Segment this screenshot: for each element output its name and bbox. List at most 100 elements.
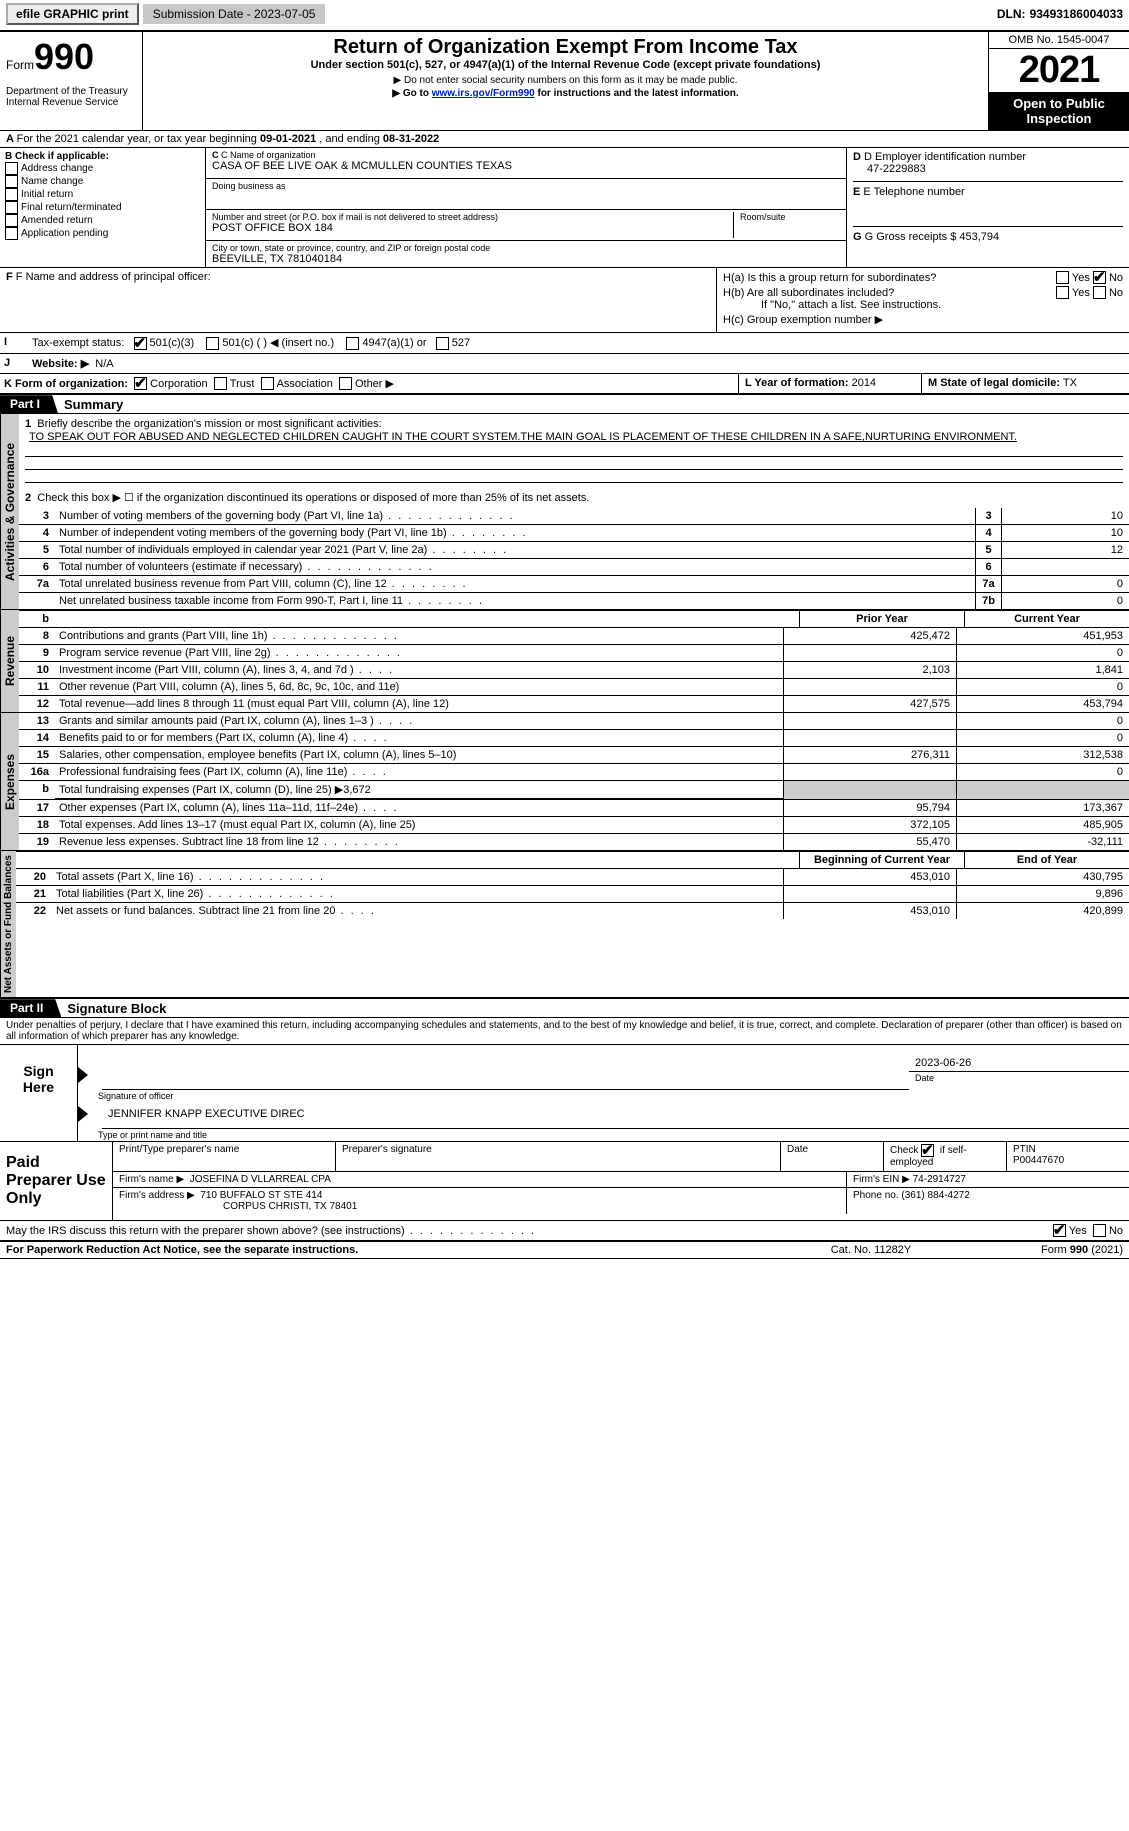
v-line5: 12: [1001, 542, 1129, 558]
perjury-declaration: Under penalties of perjury, I declare th…: [0, 1017, 1129, 1044]
chk-other[interactable]: [339, 377, 352, 390]
chk-discuss-yes[interactable]: [1053, 1224, 1066, 1237]
chk-hb-yes[interactable]: [1056, 286, 1069, 299]
chk-corporation[interactable]: [134, 377, 147, 390]
p20: 453,010: [783, 869, 956, 885]
p8: 425,472: [783, 628, 956, 644]
c19: -32,111: [956, 834, 1129, 850]
chk-ha-yes[interactable]: [1056, 271, 1069, 284]
box-d-e-g: D D Employer identification number 47-22…: [847, 148, 1129, 267]
irs-label: Internal Revenue Service: [6, 97, 136, 108]
c17: 173,367: [956, 800, 1129, 816]
dln-value: 93493186004033: [1030, 7, 1123, 21]
website-row: J Website: ▶ N/A: [0, 353, 1129, 373]
sig-officer-label: Signature of officer: [92, 1090, 909, 1102]
expenses-section: Expenses 13Grants and similar amounts pa…: [0, 712, 1129, 850]
c11: 0: [956, 679, 1129, 695]
chk-association[interactable]: [261, 377, 274, 390]
sign-here-label: Sign Here: [0, 1045, 77, 1141]
v16b: 3,672: [343, 784, 371, 796]
c22: 420,899: [956, 903, 1129, 919]
part-ii-header: Part II Signature Block: [0, 997, 1129, 1017]
activities-governance: Activities & Governance 1 Briefly descri…: [0, 413, 1129, 609]
chk-initial-return[interactable]: [5, 188, 18, 201]
chk-final-return[interactable]: [5, 201, 18, 214]
p9: [783, 645, 956, 661]
hc-group-exemption: H(c) Group exemption number ▶: [723, 313, 1123, 326]
form-header: Form990 Department of the Treasury Inter…: [0, 30, 1129, 130]
state-domicile: TX: [1063, 377, 1077, 389]
p12: 427,575: [783, 696, 956, 712]
v-line4: 10: [1001, 525, 1129, 541]
paid-preparer-label: Paid Preparer Use Only: [0, 1142, 112, 1220]
chk-527[interactable]: [436, 337, 449, 350]
chk-self-employed[interactable]: [921, 1144, 934, 1157]
p19: 55,470: [783, 834, 956, 850]
mission-text: TO SPEAK OUT FOR ABUSED AND NEGLECTED CH…: [25, 430, 1123, 444]
tax-year: 2021: [989, 49, 1129, 92]
p14: [783, 730, 956, 746]
p18: 372,105: [783, 817, 956, 833]
name-title-label: Type or print name and title: [92, 1129, 1129, 1141]
part-i-header: Part I Summary: [0, 393, 1129, 413]
tab-activities: Activities & Governance: [0, 414, 19, 609]
chk-501c-other[interactable]: [206, 337, 219, 350]
firm-addr1: 710 BUFFALO ST STE 414: [200, 1190, 322, 1201]
grey-16b-c: [956, 781, 1129, 799]
sig-date: 2023-06-26: [909, 1055, 1129, 1072]
p21: [783, 886, 956, 902]
form-title: Return of Organization Exempt From Incom…: [151, 36, 980, 59]
box-c: C C Name of organization CASA OF BEE LIV…: [206, 148, 847, 267]
dept-treasury: Department of the Treasury: [6, 86, 136, 97]
p11: [783, 679, 956, 695]
chk-trust[interactable]: [214, 377, 227, 390]
ptin-value: P00447670: [1013, 1155, 1064, 1166]
open-to-public: Open to Public Inspection: [989, 92, 1129, 130]
chk-ha-no[interactable]: [1093, 271, 1106, 284]
v-line6: [1001, 559, 1129, 575]
tab-expenses: Expenses: [0, 713, 19, 850]
p16a: [783, 764, 956, 780]
chk-501c3[interactable]: [134, 337, 147, 350]
city-state-zip: BEEVILLE, TX 781040184: [212, 253, 840, 265]
chk-amended-return[interactable]: [5, 214, 18, 227]
net-assets-section: Net Assets or Fund Balances Beginning of…: [0, 850, 1129, 997]
c9: 0: [956, 645, 1129, 661]
org-name: CASA OF BEE LIVE OAK & MCMULLEN COUNTIES…: [212, 160, 840, 172]
c14: 0: [956, 730, 1129, 746]
chk-address-change[interactable]: [5, 162, 18, 175]
page-footer: For Paperwork Reduction Act Notice, see …: [0, 1240, 1129, 1259]
firm-name: JOSEFINA D VLLARREAL CPA: [190, 1174, 331, 1185]
line-2: 2 Check this box ▶ ☐ if the organization…: [19, 487, 1129, 508]
v-line7a: 0: [1001, 576, 1129, 592]
c20: 430,795: [956, 869, 1129, 885]
form990-link[interactable]: www.irs.gov/Form990: [432, 88, 535, 99]
chk-4947[interactable]: [346, 337, 359, 350]
submission-date-box: Submission Date - 2023-07-05: [143, 4, 326, 24]
firm-ein: 74-2914727: [913, 1174, 966, 1185]
year-formation: 2014: [852, 377, 876, 389]
p17: 95,794: [783, 800, 956, 816]
box-b: B Check if applicable: Address change Na…: [0, 148, 206, 267]
arrow-icon: [78, 1067, 88, 1083]
chk-discuss-no[interactable]: [1093, 1224, 1106, 1237]
p15: 276,311: [783, 747, 956, 763]
top-bar: efile GRAPHIC print Submission Date - 20…: [0, 0, 1129, 28]
arrow-icon: [78, 1106, 88, 1122]
chk-name-change[interactable]: [5, 175, 18, 188]
efile-print-button[interactable]: efile GRAPHIC print: [6, 3, 139, 25]
tab-revenue: Revenue: [0, 610, 19, 712]
grey-16b-p: [783, 781, 956, 799]
form-number: Form990: [6, 36, 136, 78]
v-line3: 10: [1001, 508, 1129, 524]
chk-application-pending[interactable]: [5, 227, 18, 240]
tab-net-assets: Net Assets or Fund Balances: [0, 851, 16, 997]
p13: [783, 713, 956, 729]
c15: 312,538: [956, 747, 1129, 763]
org-info-row: B Check if applicable: Address change Na…: [0, 147, 1129, 267]
c10: 1,841: [956, 662, 1129, 678]
chk-hb-no[interactable]: [1093, 286, 1106, 299]
tax-exempt-row: I Tax-exempt status: 501(c)(3) 501(c) ( …: [0, 332, 1129, 353]
gross-receipts: 453,794: [959, 231, 999, 243]
c13: 0: [956, 713, 1129, 729]
